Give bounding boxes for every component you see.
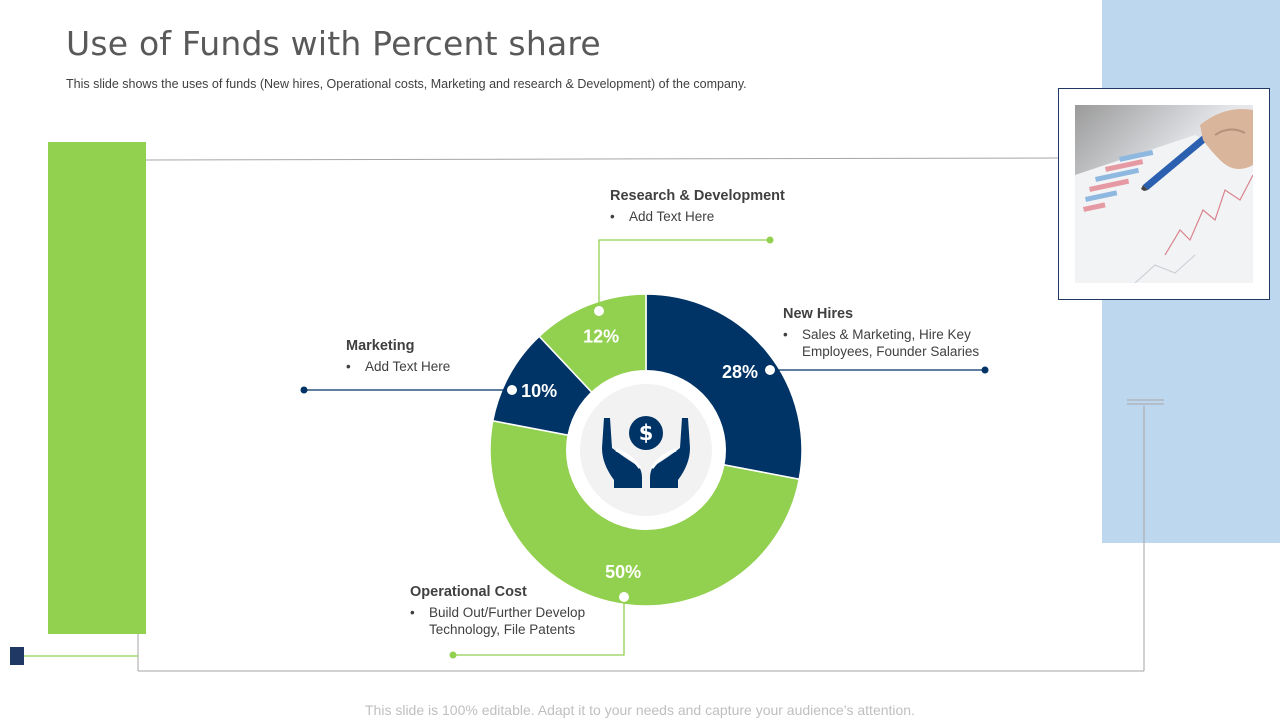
label-operational: Operational Cost Build Out/Further Devel… xyxy=(410,584,620,638)
value-label-marketing: 10% xyxy=(521,381,557,401)
label-new-hires: New Hires Sales & Marketing, Hire Key Em… xyxy=(783,306,1003,360)
connector-research xyxy=(594,236,774,316)
value-label-operational-cost: 50% xyxy=(605,562,641,582)
photo-frame xyxy=(1058,88,1270,300)
footer-note: This slide is 100% editable. Adapt it to… xyxy=(365,702,915,718)
value-label-new-hires: 28% xyxy=(722,362,758,382)
marketing-heading: Marketing xyxy=(346,338,415,354)
value-label-research-development: 12% xyxy=(583,327,619,347)
svg-text:$: $ xyxy=(639,421,654,445)
navy-accent-square xyxy=(10,647,24,665)
connector-operational xyxy=(449,592,629,659)
operational-heading: Operational Cost xyxy=(410,584,527,600)
new-hires-bullet: Sales & Marketing, Hire Key Employees, F… xyxy=(783,326,1003,360)
label-research: Research & Development Add Text Here xyxy=(610,188,785,225)
page-title: Use of Funds with Percent share xyxy=(66,24,601,63)
green-accent-bar xyxy=(48,142,146,634)
new-hires-heading: New Hires xyxy=(783,306,854,322)
research-bullet: Add Text Here xyxy=(610,208,785,225)
hands-holding-dollar-icon: $ xyxy=(602,416,690,488)
chart-photo-image xyxy=(1075,105,1253,283)
connector-new-hires xyxy=(765,365,989,375)
marketing-bullet: Add Text Here xyxy=(346,358,450,375)
research-heading: Research & Development xyxy=(610,188,785,204)
label-marketing: Marketing Add Text Here xyxy=(346,338,450,375)
connector-marketing xyxy=(300,385,517,395)
operational-bullet: Build Out/Further Develop Technology, Fi… xyxy=(410,604,620,638)
page-subtitle: This slide shows the uses of funds (New … xyxy=(66,77,747,91)
